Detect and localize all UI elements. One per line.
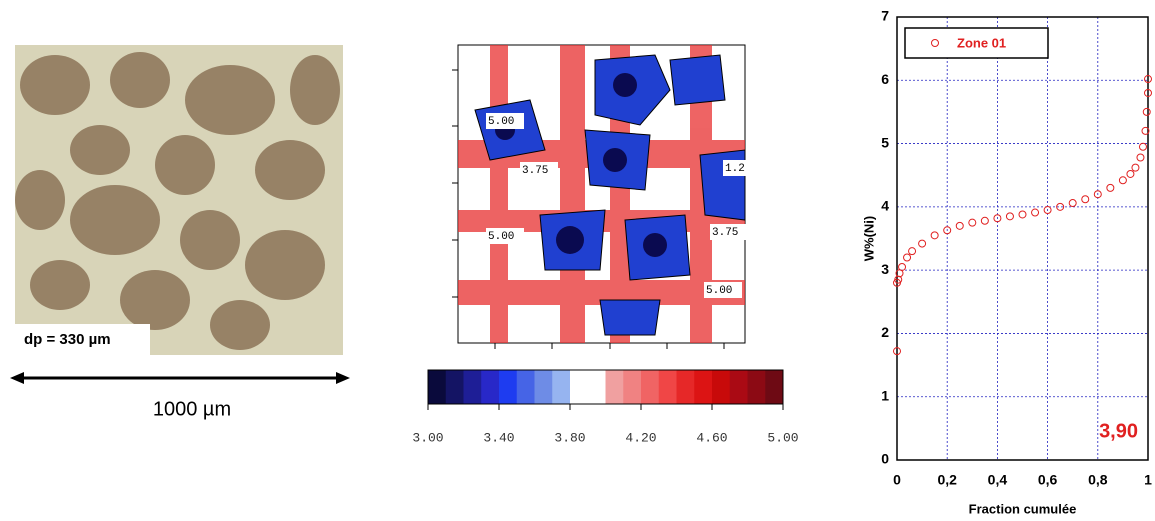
colorbar-tick-label: 4.20 [625,430,656,445]
colorbar-swatch [445,370,464,404]
contour-label: 5.00 [706,285,732,297]
x-axis-label: Fraction cumulée [969,501,1077,516]
y-tick-label: 2 [881,324,889,340]
label-box [486,228,524,244]
colorbar-tick-label: 3.40 [483,430,514,445]
data-point [1118,176,1127,185]
data-point [1138,142,1147,151]
data-point [1018,210,1027,219]
colorbar-tick-label: 3.00 [412,430,443,445]
colorbar-swatch [605,370,624,404]
label-box [486,113,524,129]
data-point [930,231,939,240]
y-axis-label: W%(Ni) [861,216,876,262]
data-point [1031,208,1040,217]
colorbar-swatch [623,370,642,404]
colorbar-swatch [641,370,660,404]
label-box [520,162,558,178]
y-tick-label: 7 [881,8,889,24]
y-tick-label: 3 [881,261,889,277]
data-point [918,239,927,248]
colorbar-swatch [463,370,482,404]
data-point [1043,206,1052,215]
colorbar-swatch [534,370,553,404]
data-point [1144,75,1152,84]
legend-marker [931,39,939,47]
y-tick-label: 5 [881,134,889,150]
colorbar-tick-label: 4.60 [696,430,727,445]
legend-box [904,27,1049,59]
contour-label: 3.75 [522,165,548,177]
colorbar-swatch [587,370,606,404]
colorbar-swatch [658,370,677,404]
y-tick-label: 0 [881,451,889,467]
label-box [710,224,748,240]
data-point [1068,199,1077,208]
micrograph: dp = 330 µm 1000 µm [10,45,350,420]
colorbar-swatch [747,370,766,404]
x-tick-label: 1 [1144,472,1152,488]
data-point [903,253,912,262]
data-point [968,218,977,227]
scale-label: dp = 330 µm [24,331,111,348]
x-tick-label: 0 [893,472,901,488]
colorbar-swatch [729,370,748,404]
data-point [908,247,917,256]
contour-label: 1.2 [725,163,745,175]
colorbar-frame [427,369,784,405]
y-tick-label: 4 [881,198,889,214]
colorbar-swatch [676,370,695,404]
colorbar-swatch [712,370,731,404]
data-point [993,214,1002,223]
scatter-chart: 0 1 2 3 4 5 6 7 0 0,2 0,4 0,6 0,8 1 Fraction cumulée W%… [861,8,1152,517]
colorbar-swatch [694,370,713,404]
colorbar-swatch [428,370,447,404]
data-point [894,275,903,284]
data-point [1126,169,1135,178]
x-tick-label: 0,6 [1038,472,1058,488]
x-tick-label: 0,8 [1088,472,1108,488]
contour-label: 3.75 [712,227,738,239]
contour-label: 5.00 [488,116,514,128]
data-point [1136,153,1145,162]
data-point [893,347,901,356]
x-tick-label: 0,4 [988,472,1008,488]
data-point [1142,107,1151,116]
colorbar-swatch [765,370,784,404]
data-point [1144,88,1152,97]
colorbar-swatch [481,370,500,404]
bar-label: 1000 µm [153,398,231,420]
data-point [1093,190,1102,199]
y-tick-label: 6 [881,71,889,87]
data-point [980,216,989,225]
label-box [723,160,761,176]
colorbar-swatch [552,370,571,404]
colorbar-tick-label: 5.00 [767,430,798,445]
data-point [1005,212,1014,221]
x-tick-label: 0,2 [937,472,957,488]
data-point [1106,183,1115,192]
data-point [955,221,964,230]
data-point [898,262,907,271]
data-point [1141,126,1150,135]
annotation: 3,90 [1099,420,1138,442]
colorbar-swatch [570,370,589,404]
contour-map: 5.00 3.75 1.2 5.00 3.75 5.00 3.00 3.40 3.80 4.20… [412,44,799,445]
contour-label: 5.00 [488,231,514,243]
legend-label: Zone 01 [957,35,1006,50]
colorbar-swatch [516,370,535,404]
y-tick-label: 1 [881,387,889,403]
label-box [704,282,742,298]
plot-frame [896,16,1149,461]
data-point [1131,163,1140,172]
data-point [943,226,952,235]
colorbar-tick-label: 3.80 [554,430,585,445]
data-point [1081,195,1090,204]
data-point [1056,202,1065,211]
colorbar-swatch [499,370,518,404]
